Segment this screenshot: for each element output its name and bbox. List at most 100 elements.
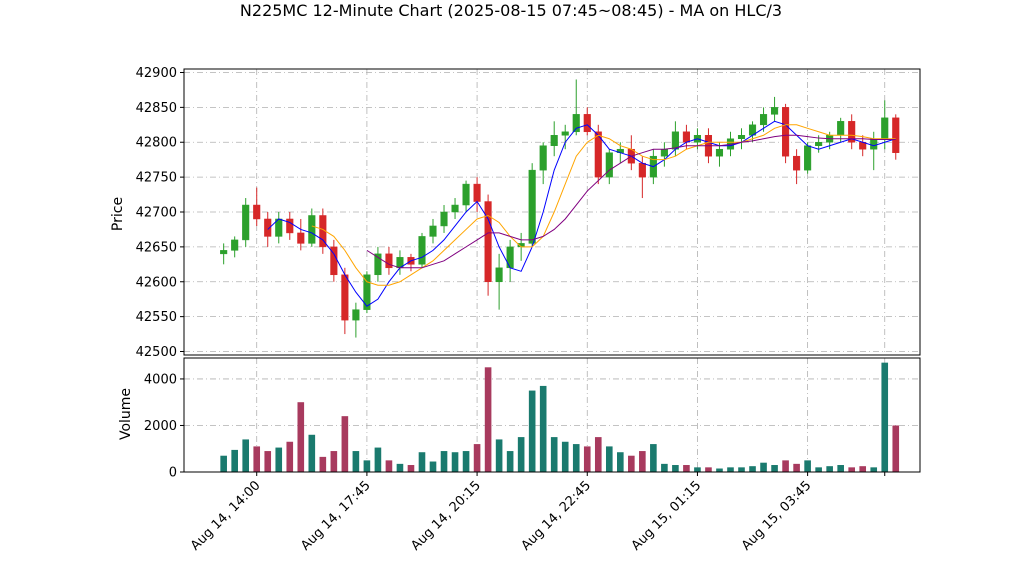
candle-body <box>418 236 426 265</box>
x-tick-label: Aug 14, 17:45 <box>298 478 374 554</box>
volume-bar <box>451 452 459 472</box>
volume-bar <box>738 467 745 472</box>
candle-body <box>462 183 470 206</box>
candle-body <box>550 135 558 146</box>
candle-body <box>352 309 360 321</box>
candle-body <box>583 114 591 133</box>
candle-body <box>308 215 316 244</box>
candle-body <box>220 250 228 255</box>
candle-body <box>264 218 272 237</box>
volume-bar <box>583 446 591 472</box>
candle-body <box>782 107 790 157</box>
volume-bar <box>396 463 404 472</box>
candle-body <box>484 201 492 283</box>
volume-bar <box>264 451 272 472</box>
volume-bar <box>881 362 889 472</box>
volume-bar <box>385 460 393 472</box>
volume-bar <box>650 444 657 472</box>
x-tick-label: Aug 14, 22:45 <box>519 478 595 554</box>
candle-body <box>286 218 294 234</box>
candle-body <box>759 114 768 126</box>
candle-body <box>594 131 602 178</box>
volume-bar <box>594 437 602 472</box>
price-tick-label: 42800 <box>136 136 177 151</box>
volume-bar <box>462 451 470 472</box>
volume-bar <box>275 447 283 472</box>
volume-bar <box>605 446 613 472</box>
x-tick-label: Aug 14, 20:15 <box>408 478 484 554</box>
volume-bar <box>341 416 349 472</box>
volume-tick-label: 0 <box>169 466 177 481</box>
volume-bar <box>639 451 646 472</box>
candle-body <box>848 121 856 143</box>
volume-bar <box>815 467 822 472</box>
volume-bar <box>694 467 701 472</box>
candle-body <box>638 162 646 178</box>
volume-bar <box>727 467 734 472</box>
price-tick-label: 42700 <box>136 206 177 221</box>
volume-bar <box>539 385 547 472</box>
candle-body <box>804 145 812 171</box>
candle-body <box>660 148 668 157</box>
volume-bar <box>352 451 360 472</box>
price-panel-frame <box>183 68 921 356</box>
x-tick-label: Aug 14, 14:00 <box>188 478 264 554</box>
volume-bar <box>440 451 448 472</box>
candle-body <box>495 267 503 283</box>
x-tick-label: Aug 15, 01:15 <box>629 478 705 554</box>
volume-axis-label: Volume <box>118 388 134 440</box>
price-tick-label: 42500 <box>136 345 177 360</box>
price-tick-label: 42550 <box>136 310 177 325</box>
volume-bar <box>672 465 679 472</box>
candle-body <box>682 131 690 143</box>
candle-body <box>341 274 349 321</box>
volume-bar <box>892 425 900 472</box>
candle-body <box>253 204 261 220</box>
volume-bar <box>705 467 712 472</box>
candle-body <box>837 121 845 136</box>
candle-body <box>815 141 823 146</box>
volume-bar <box>308 434 316 472</box>
volume-bar <box>253 446 261 472</box>
volume-panel-frame <box>183 357 921 473</box>
candle-body <box>506 246 514 269</box>
candle-body <box>242 204 250 241</box>
volume-bar <box>716 468 723 472</box>
volume-bar <box>528 390 536 472</box>
price-axis-label: Price <box>110 197 126 231</box>
volume-bar <box>330 451 338 472</box>
candle-body <box>572 114 580 133</box>
candle-body <box>539 145 547 171</box>
price-tick-label: 42600 <box>136 275 177 290</box>
volume-bar <box>749 466 756 472</box>
volume-bar <box>429 461 437 472</box>
volume-bar <box>297 402 305 472</box>
volume-bar <box>572 444 580 472</box>
volume-bar <box>550 437 558 472</box>
volume-bar <box>517 437 525 472</box>
volume-bar <box>782 460 789 472</box>
volume-bar <box>363 460 371 472</box>
chart-title: N225MC 12-Minute Chart (2025-08-15 07:45… <box>240 1 782 20</box>
volume-panel: 0 2000 4000 Aug 14, 14:00 Aug 14, 17:45 Aug 1… <box>144 357 921 554</box>
volume-bar <box>628 455 635 472</box>
volume-bar <box>231 449 238 472</box>
candle-body <box>528 169 536 244</box>
candle-body <box>561 131 569 136</box>
volume-bar <box>473 444 481 472</box>
candle-body <box>605 152 613 178</box>
moving-average-line <box>267 120 896 307</box>
candle-body <box>473 183 481 202</box>
volume-bar <box>683 465 690 472</box>
candle-body <box>737 135 746 140</box>
volume-tick-label: 4000 <box>144 372 177 387</box>
volume-bar <box>661 463 668 472</box>
candle-body <box>881 117 889 140</box>
moving-average-line <box>311 124 896 286</box>
volume-bar <box>837 465 844 472</box>
volume-bar <box>242 439 250 472</box>
candle-body <box>671 131 679 150</box>
x-tick-label: Aug 15, 03:45 <box>739 478 815 554</box>
